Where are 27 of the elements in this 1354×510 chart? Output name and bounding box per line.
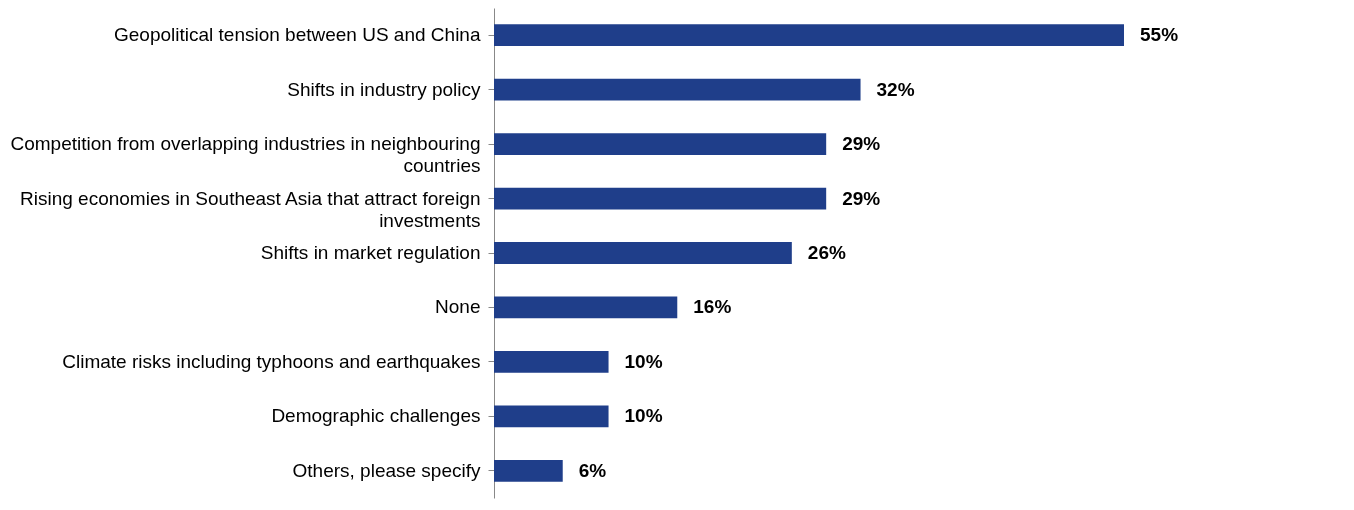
data-label: 26% — [807, 242, 846, 263]
data-label: 55% — [1140, 24, 1179, 46]
bar — [494, 351, 609, 373]
y-tick-label: Rising economies in Southeast Asia that attract foreign investments — [20, 187, 481, 231]
y-tick-label: None — [435, 296, 481, 318]
y-tick-label: Competition from overlapping industries in neighbouring countries — [10, 133, 481, 177]
y-tick-label: Climate risks including typhoons and earthquakes — [62, 350, 481, 372]
y-tick-label: Shifts in industry policy — [287, 78, 481, 100]
bar — [494, 133, 827, 155]
data-label: 29% — [842, 187, 881, 209]
bar — [494, 24, 1124, 47]
data-label: 29% — [842, 133, 881, 155]
data-label: 10% — [624, 405, 663, 427]
data-label: 16% — [693, 296, 732, 318]
y-tick-label: Shifts in market regulation — [260, 242, 481, 263]
y-tick-label: Geopolitical tension between US and China — [113, 24, 481, 46]
bar — [494, 187, 827, 210]
data-label: 10% — [624, 350, 663, 372]
bar — [494, 78, 861, 101]
bar — [494, 405, 609, 428]
bar — [494, 459, 563, 482]
data-label: 32% — [876, 78, 915, 100]
bar — [494, 296, 678, 319]
y-tick-label: Others, please specify — [292, 459, 481, 481]
bar — [494, 242, 792, 264]
y-tick-label: Demographic challenges — [271, 405, 481, 427]
data-label: 6% — [578, 459, 607, 481]
